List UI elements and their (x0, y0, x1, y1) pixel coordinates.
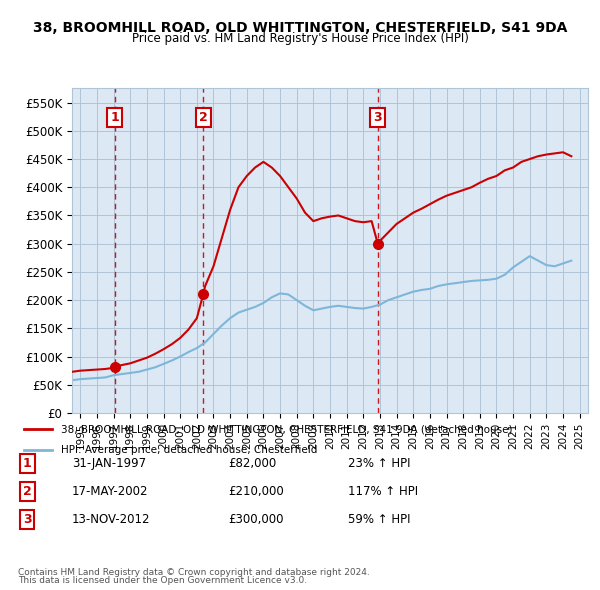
Text: 3: 3 (23, 513, 31, 526)
Text: 3: 3 (373, 111, 382, 124)
Text: £300,000: £300,000 (228, 513, 284, 526)
Text: 31-JAN-1997: 31-JAN-1997 (72, 457, 146, 470)
Text: 1: 1 (110, 111, 119, 124)
Text: Contains HM Land Registry data © Crown copyright and database right 2024.: Contains HM Land Registry data © Crown c… (18, 568, 370, 577)
Text: 23% ↑ HPI: 23% ↑ HPI (348, 457, 410, 470)
Text: 59% ↑ HPI: 59% ↑ HPI (348, 513, 410, 526)
Text: 1: 1 (23, 457, 31, 470)
Text: £210,000: £210,000 (228, 485, 284, 498)
Text: HPI: Average price, detached house, Chesterfield: HPI: Average price, detached house, Ches… (61, 445, 317, 455)
Text: Price paid vs. HM Land Registry's House Price Index (HPI): Price paid vs. HM Land Registry's House … (131, 32, 469, 45)
Text: 17-MAY-2002: 17-MAY-2002 (72, 485, 149, 498)
Text: 38, BROOMHILL ROAD, OLD WHITTINGTON, CHESTERFIELD, S41 9DA (detached house): 38, BROOMHILL ROAD, OLD WHITTINGTON, CHE… (61, 424, 512, 434)
Text: 117% ↑ HPI: 117% ↑ HPI (348, 485, 418, 498)
Text: 38, BROOMHILL ROAD, OLD WHITTINGTON, CHESTERFIELD, S41 9DA: 38, BROOMHILL ROAD, OLD WHITTINGTON, CHE… (33, 21, 567, 35)
Text: £82,000: £82,000 (228, 457, 276, 470)
Text: 13-NOV-2012: 13-NOV-2012 (72, 513, 151, 526)
Text: 2: 2 (199, 111, 208, 124)
Text: 2: 2 (23, 485, 31, 498)
Text: This data is licensed under the Open Government Licence v3.0.: This data is licensed under the Open Gov… (18, 576, 307, 585)
